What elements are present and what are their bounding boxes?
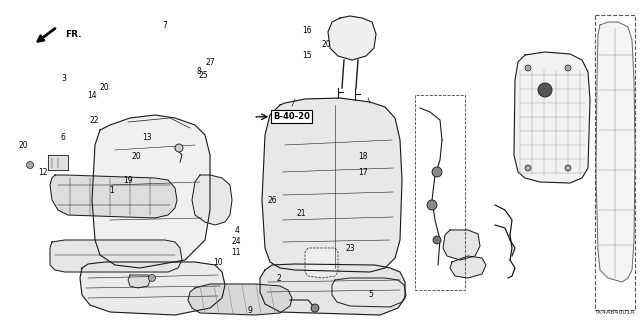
Circle shape — [427, 200, 437, 210]
Text: 20: 20 — [321, 40, 332, 49]
Text: 21: 21 — [296, 209, 305, 218]
Text: 4: 4 — [234, 226, 239, 235]
Polygon shape — [50, 175, 177, 218]
Polygon shape — [188, 284, 292, 315]
Text: 11: 11 — [231, 248, 240, 257]
Polygon shape — [48, 155, 68, 170]
Text: B-40-20: B-40-20 — [273, 112, 310, 121]
Text: 20: 20 — [19, 141, 29, 150]
Text: TK4AB4001A: TK4AB4001A — [595, 310, 635, 315]
Bar — [595, 15, 635, 310]
Text: 9: 9 — [247, 306, 252, 315]
Polygon shape — [450, 256, 486, 278]
Polygon shape — [262, 98, 402, 272]
Circle shape — [26, 162, 33, 169]
Text: 24: 24 — [232, 237, 242, 246]
Text: 19: 19 — [123, 176, 133, 185]
Text: FR.: FR. — [65, 30, 82, 39]
Text: 8: 8 — [196, 68, 201, 76]
Text: 27: 27 — [205, 58, 215, 67]
Polygon shape — [332, 278, 406, 307]
Circle shape — [565, 165, 571, 171]
Polygon shape — [50, 240, 182, 272]
Text: 12: 12 — [38, 168, 47, 177]
Text: 5: 5 — [369, 290, 374, 299]
Circle shape — [525, 165, 531, 171]
Text: 13: 13 — [142, 133, 152, 142]
Circle shape — [175, 144, 183, 152]
Circle shape — [433, 236, 441, 244]
Polygon shape — [514, 52, 590, 183]
Text: 14: 14 — [86, 92, 97, 100]
Text: 16: 16 — [302, 26, 312, 35]
Text: 10: 10 — [212, 258, 223, 267]
Circle shape — [148, 275, 156, 282]
Text: 6: 6 — [60, 133, 65, 142]
Polygon shape — [80, 262, 225, 315]
Polygon shape — [260, 264, 405, 315]
Text: 23: 23 — [346, 244, 356, 253]
Circle shape — [311, 304, 319, 312]
Circle shape — [538, 83, 552, 97]
Text: 18: 18 — [358, 152, 367, 161]
Polygon shape — [92, 115, 210, 268]
Text: 17: 17 — [358, 168, 368, 177]
Polygon shape — [305, 248, 338, 278]
Text: 15: 15 — [302, 52, 312, 60]
Text: 1: 1 — [109, 186, 115, 195]
Polygon shape — [596, 22, 635, 282]
Circle shape — [565, 65, 571, 71]
Text: 22: 22 — [90, 116, 99, 125]
Circle shape — [432, 167, 442, 177]
Text: 26: 26 — [268, 196, 278, 205]
Text: 20: 20 — [99, 83, 109, 92]
Polygon shape — [192, 175, 232, 225]
Text: 2: 2 — [276, 274, 281, 283]
Text: 25: 25 — [198, 71, 208, 80]
Polygon shape — [443, 230, 480, 260]
Text: 20: 20 — [131, 152, 141, 161]
Polygon shape — [128, 275, 150, 288]
Circle shape — [525, 65, 531, 71]
Text: 7: 7 — [163, 21, 168, 30]
Text: 3: 3 — [61, 74, 67, 83]
Polygon shape — [328, 16, 376, 60]
